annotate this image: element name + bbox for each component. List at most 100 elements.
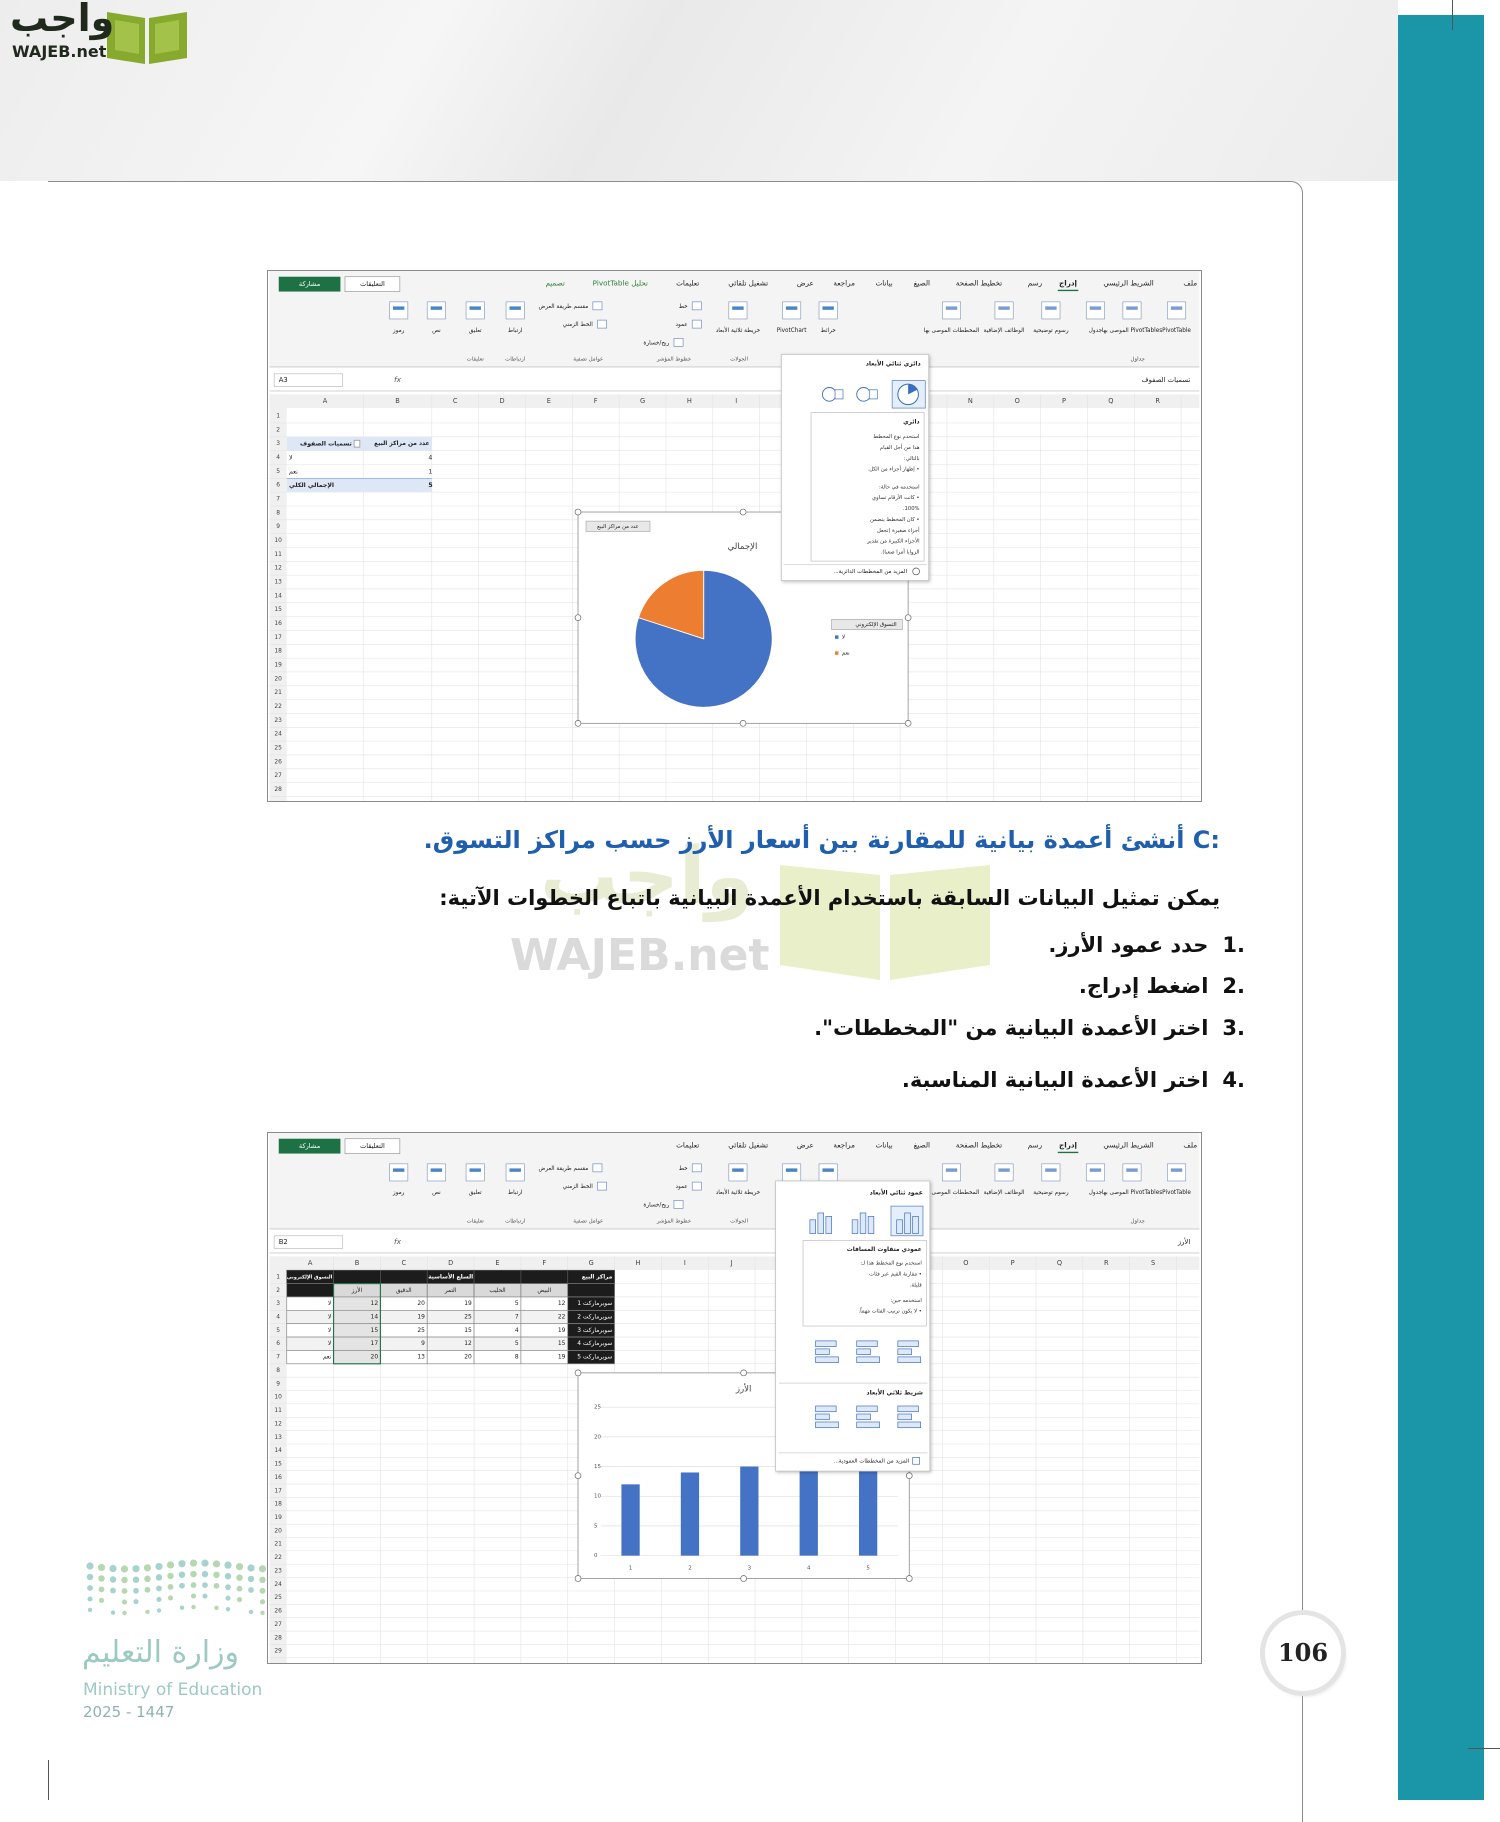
menu-icon xyxy=(856,1348,871,1355)
tooltip-line: الأجزاء الكبيرة من تقدير xyxy=(866,538,919,545)
table-cell-text: 15 xyxy=(371,1327,379,1334)
bar xyxy=(799,1454,818,1556)
resize-handle xyxy=(574,720,582,727)
ribbon-tab: إدراج xyxy=(1059,1141,1077,1150)
table-header-cell xyxy=(380,1269,428,1284)
column-header: N xyxy=(968,397,973,405)
emblem-dot xyxy=(258,1565,267,1573)
table-header: مراكز البيع xyxy=(582,1273,613,1280)
row-header: 15 xyxy=(274,1461,282,1468)
table-cell-text: 5 xyxy=(515,1340,519,1347)
ribbon-button-label: رموز xyxy=(392,1190,405,1196)
ribbon-icon xyxy=(1085,301,1105,320)
ribbon-icon xyxy=(782,301,802,320)
ribbon-button-label: الوظائف الإضافية xyxy=(984,328,1025,334)
tooltip xyxy=(802,1240,927,1327)
ribbon-group-label: عوامل تصفية xyxy=(573,356,603,362)
row-header: 2 xyxy=(276,426,280,433)
emblem-dot xyxy=(87,1596,93,1602)
row-header: 13 xyxy=(274,1434,282,1441)
crop-mark xyxy=(1468,1748,1500,1749)
step-number: 1. xyxy=(1222,933,1245,957)
emblem-dot xyxy=(87,1607,93,1613)
row-header: 12 xyxy=(274,565,282,572)
ribbon-button-label: خط xyxy=(679,1166,688,1172)
pivot-item-value: 1 xyxy=(428,468,432,475)
menu-title: عمود ثنائي الأبعاد xyxy=(870,1188,923,1196)
table-cell-text: 19 xyxy=(558,1354,566,1361)
table-cell-text: 20 xyxy=(371,1354,379,1361)
ribbon-icon-accent xyxy=(1170,1168,1183,1172)
emblem-dot xyxy=(202,1582,208,1589)
row-header: 1 xyxy=(276,413,280,420)
row-header: 16 xyxy=(274,620,282,627)
share-label: مشاركة xyxy=(299,1142,321,1150)
name-box xyxy=(273,373,344,387)
emblem-dot xyxy=(179,1582,185,1589)
resize-handle xyxy=(739,508,747,516)
step: 3. اختر الأعمدة البيانية من "المخططات". xyxy=(814,1016,1245,1040)
table-cell-text: 22 xyxy=(558,1314,566,1321)
column-header: A xyxy=(323,397,328,405)
menu-icon xyxy=(912,1216,919,1234)
emblem-dot xyxy=(236,1585,243,1592)
resize-handle xyxy=(740,1575,747,1582)
tooltip-line: • لا يكون ترتيب الفئات مهماً. xyxy=(859,1307,922,1315)
ribbon-icon xyxy=(782,1163,802,1182)
resize-handle xyxy=(574,614,582,621)
side-strip xyxy=(1398,15,1484,1800)
book-page xyxy=(890,865,990,980)
emblem-dot xyxy=(156,1608,162,1613)
row-header: 20 xyxy=(274,1527,282,1534)
column-header: I xyxy=(735,397,737,405)
ribbon-icon-accent xyxy=(1170,306,1183,310)
ribbon-icon-accent xyxy=(430,1168,443,1172)
ribbon-icon-accent xyxy=(1126,1168,1138,1172)
ribbon-tab: تشغيل تلقائي xyxy=(728,1141,768,1150)
table-cell xyxy=(567,1350,615,1365)
emblem-dot xyxy=(213,1571,220,1579)
ribbon-icon-accent xyxy=(392,1168,405,1172)
emblem-dot xyxy=(98,1575,105,1582)
ribbon-icon xyxy=(1041,301,1061,320)
row-header: 3 xyxy=(276,440,280,447)
ribbon-icon xyxy=(465,1163,485,1182)
field-button xyxy=(585,520,651,532)
emblem-dot xyxy=(109,1576,117,1583)
table-header-cell xyxy=(473,1269,522,1284)
row-header: 6 xyxy=(276,1340,280,1347)
ribbon-group-label: جداول xyxy=(1131,356,1145,362)
table-cell-text: 7 xyxy=(515,1314,519,1321)
row-header: 5 xyxy=(276,468,280,475)
row-header: 27 xyxy=(274,772,282,779)
row-header: 15 xyxy=(274,606,282,613)
menu-icon xyxy=(896,1219,903,1234)
emblem-dot xyxy=(110,1610,116,1615)
menu-icon xyxy=(856,1405,878,1413)
ribbon-icon xyxy=(728,301,748,320)
ministry-english: Ministry of Education xyxy=(83,1680,263,1700)
row-header: 3 xyxy=(276,1300,280,1307)
menu-icon xyxy=(815,1413,830,1421)
column-header: P xyxy=(1011,1259,1015,1267)
tooltip-line: قليلة. xyxy=(910,1282,923,1288)
table-subheader-cell xyxy=(567,1283,615,1298)
ribbon-tab: مراجعة xyxy=(833,1141,855,1150)
row-header: 19 xyxy=(274,1514,282,1521)
tooltip-line: استخدم نوع المخطط xyxy=(873,434,919,440)
column-header: H xyxy=(635,1259,640,1267)
menu-icon xyxy=(897,1421,922,1429)
column-header: R xyxy=(1155,397,1160,405)
ribbon-tab: تعليمات xyxy=(676,279,699,288)
ribbon-icon xyxy=(818,301,838,320)
ribbon-tab: ملف xyxy=(1183,279,1197,288)
x-tick-label: 1 xyxy=(629,1566,632,1572)
menu-icon xyxy=(867,1216,875,1234)
emblem-dot xyxy=(156,1596,162,1602)
table-cell-text: لا xyxy=(328,1327,331,1334)
step-text: حدد عمود الأرز. xyxy=(1048,933,1209,957)
tooltip-line: الزوايا أمرا صعبا). xyxy=(881,547,920,555)
emblem-dot xyxy=(86,1573,94,1581)
ribbon-icon-accent xyxy=(1089,1168,1102,1172)
column-header: Q xyxy=(1108,397,1113,405)
